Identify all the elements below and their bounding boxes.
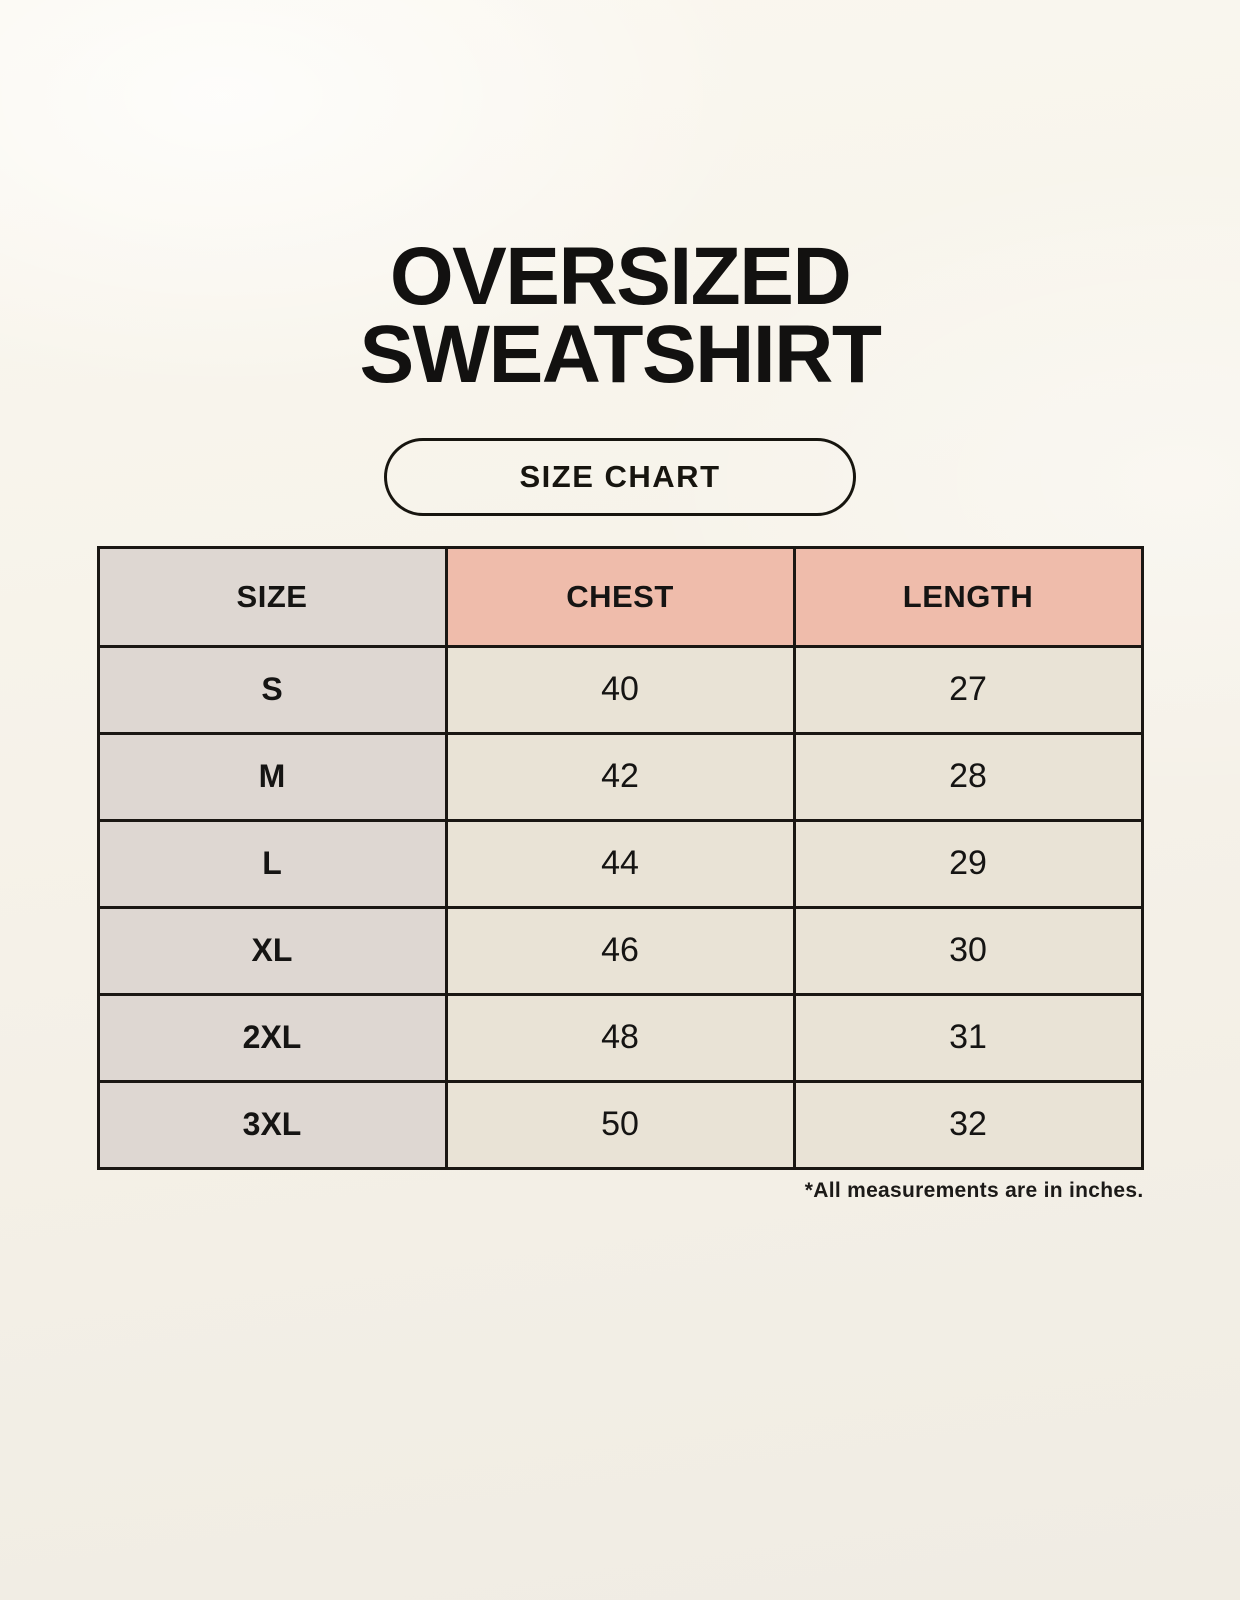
size-cell: M — [96, 731, 448, 822]
table-row: L 44 29 — [96, 818, 1144, 909]
chest-cell: 44 — [444, 818, 796, 909]
chest-cell: 40 — [444, 644, 796, 735]
table-row: 3XL 50 32 — [96, 1079, 1144, 1170]
table-body: S 40 27 M 42 28 L 44 29 XL 46 30 2XL 48 … — [96, 644, 1144, 1170]
col-header-size: SIZE — [96, 545, 448, 648]
page-title: OVERSIZED SWEATSHIRT — [0, 231, 1240, 400]
page-title-line2: SWEATSHIRT — [359, 308, 882, 400]
col-header-length: LENGTH — [792, 545, 1144, 648]
size-cell: XL — [96, 905, 448, 996]
size-cell: 2XL — [96, 992, 448, 1083]
measurements-footnote: *All measurements are in inches. — [804, 1178, 1144, 1202]
size-table-container: SIZE CHEST LENGTH S 40 27 M 42 28 L 44 2… — [96, 545, 1144, 1203]
table-row: S 40 27 — [96, 644, 1144, 735]
size-chart-badge[interactable]: SIZE CHART — [384, 437, 856, 516]
length-cell: 29 — [792, 818, 1144, 909]
length-cell: 30 — [792, 905, 1144, 996]
length-cell: 28 — [792, 731, 1144, 822]
table-row: M 42 28 — [96, 731, 1144, 822]
table-row: XL 46 30 — [96, 905, 1144, 996]
size-cell: L — [96, 818, 448, 909]
length-cell: 31 — [792, 992, 1144, 1083]
length-cell: 32 — [792, 1079, 1144, 1170]
chest-cell: 50 — [444, 1079, 796, 1170]
chest-cell: 42 — [444, 731, 796, 822]
chest-cell: 46 — [444, 905, 796, 996]
chest-cell: 48 — [444, 992, 796, 1083]
col-header-chest: CHEST — [444, 545, 796, 648]
size-cell: 3XL — [96, 1079, 448, 1170]
table-header-row: SIZE CHEST LENGTH — [96, 545, 1144, 648]
size-cell: S — [96, 644, 448, 735]
table-row: 2XL 48 31 — [96, 992, 1144, 1083]
length-cell: 27 — [792, 644, 1144, 735]
page-title-line1: OVERSIZED — [389, 231, 852, 322]
size-table: SIZE CHEST LENGTH S 40 27 M 42 28 L 44 2… — [96, 545, 1144, 1170]
